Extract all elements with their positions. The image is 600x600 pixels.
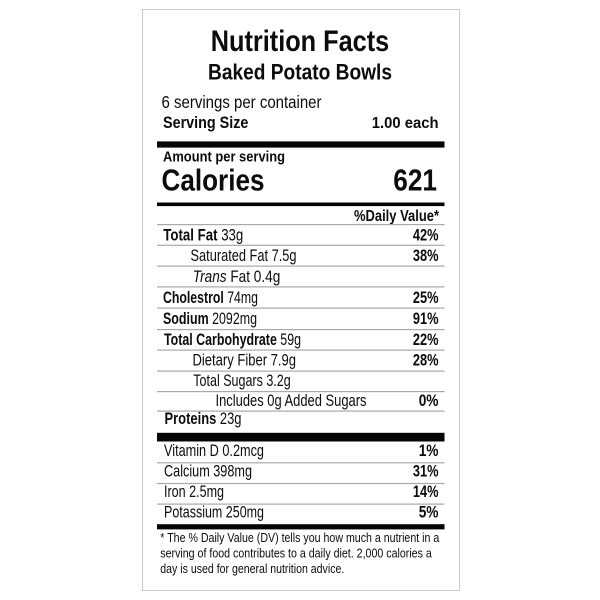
svg-text:Proteins: Proteins xyxy=(165,409,220,428)
svg-text:23g: 23g xyxy=(220,409,242,428)
svg-text:74mg: 74mg xyxy=(227,288,258,307)
svg-text:Serving Size: Serving Size xyxy=(163,113,248,132)
svg-text:621: 621 xyxy=(393,164,437,198)
svg-text:Sodium: Sodium xyxy=(163,309,212,328)
svg-text:day is used for general nutrit: day is used for general nutrition advice… xyxy=(160,561,344,576)
svg-text:Nutrition Facts: Nutrition Facts xyxy=(211,25,390,58)
svg-text:25%: 25% xyxy=(413,288,439,307)
svg-text:42%: 42% xyxy=(413,225,439,244)
svg-text:Iron 2.5mg: Iron 2.5mg xyxy=(164,482,224,501)
svg-text:Amount per serving: Amount per serving xyxy=(163,148,285,165)
svg-text:Baked Potato Bowls: Baked Potato Bowls xyxy=(208,59,392,84)
svg-text:33g: 33g xyxy=(221,225,243,244)
svg-text:Includes 0g Added Sugars: Includes 0g Added Sugars xyxy=(216,391,367,410)
svg-text:2092mg: 2092mg xyxy=(212,309,257,328)
svg-text:Fat 0.4g: Fat 0.4g xyxy=(227,267,281,286)
svg-text:serving of food contributes to: serving of food contributes to a daily d… xyxy=(160,546,432,561)
svg-text:31%: 31% xyxy=(413,462,439,481)
svg-text:22%: 22% xyxy=(413,330,439,349)
svg-text:Trans: Trans xyxy=(193,267,227,286)
svg-text:14%: 14% xyxy=(413,482,439,501)
svg-text:5%: 5% xyxy=(419,502,439,521)
svg-text:Total Carbohydrate: Total Carbohydrate xyxy=(164,330,280,349)
svg-text:Total Sugars 3.2g: Total Sugars 3.2g xyxy=(193,371,290,390)
svg-text:59g: 59g xyxy=(280,330,301,349)
svg-text:Calories: Calories xyxy=(162,162,265,197)
svg-text:38%: 38% xyxy=(413,246,439,265)
svg-text:Cholestrol: Cholestrol xyxy=(163,288,227,307)
svg-text:Potassium 250mg: Potassium 250mg xyxy=(164,502,264,521)
svg-text:1.00 each: 1.00 each xyxy=(372,115,439,132)
svg-text:6 servings per container: 6 servings per container xyxy=(162,92,322,112)
svg-text:28%: 28% xyxy=(413,350,439,369)
svg-text:0%: 0% xyxy=(419,391,439,410)
svg-text:Vitamin D 0.2mcg: Vitamin D 0.2mcg xyxy=(164,441,264,460)
svg-text:* The % Daily Value (DV) tells: * The % Daily Value (DV) tells you how m… xyxy=(160,530,440,545)
svg-text:Saturated Fat 7.5g: Saturated Fat 7.5g xyxy=(191,246,297,265)
svg-text:Calcium 398mg: Calcium 398mg xyxy=(164,462,252,481)
svg-text:%Daily Value*: %Daily Value* xyxy=(354,208,440,225)
svg-text:1%: 1% xyxy=(419,441,439,460)
svg-text:91%: 91% xyxy=(413,309,439,328)
svg-text:Dietary Fiber 7.9g: Dietary Fiber 7.9g xyxy=(193,350,297,369)
svg-text:Total Fat: Total Fat xyxy=(163,225,221,244)
